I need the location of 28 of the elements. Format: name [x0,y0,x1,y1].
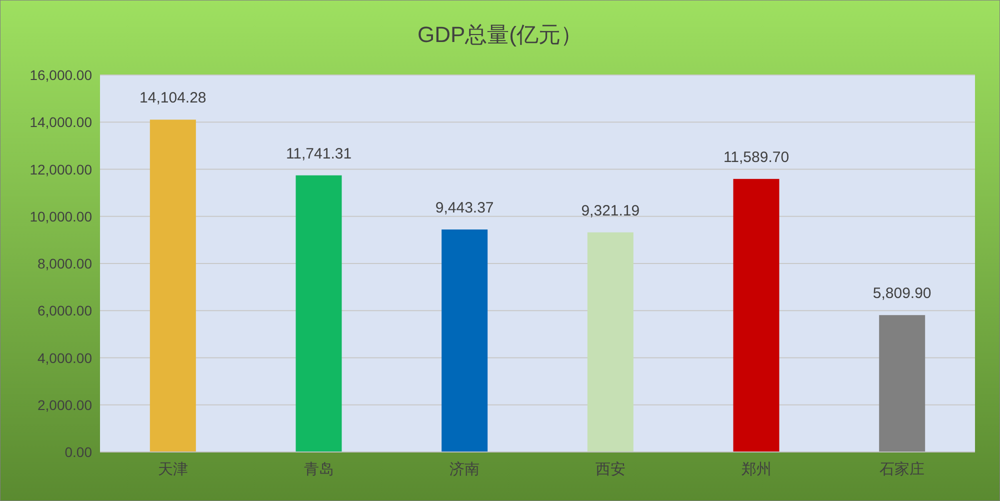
bar [587,232,634,452]
data-label: 9,443.37 [435,199,494,216]
bar [150,120,196,452]
y-tick-label: 16,000.00 [30,67,92,83]
x-tick-label: 济南 [450,461,480,478]
data-label: 14,104.28 [140,90,206,107]
y-tick-label: 4,000.00 [38,350,92,366]
data-label: 9,321.19 [581,202,640,220]
data-label: 11,589.70 [723,148,790,166]
y-tick-label: 2,000.00 [38,396,92,413]
chart-title: GDP总量(亿元） [418,22,582,47]
y-tick-label: 6,000.00 [38,302,92,319]
bar [296,175,342,452]
x-tick-label: 天津 [158,461,188,478]
bar [879,315,926,452]
bar [442,229,488,452]
bar [733,178,780,452]
x-tick-label: 石家庄 [880,461,925,478]
x-tick-label: 青岛 [304,461,334,478]
y-tick-label: 10,000.00 [30,208,92,224]
y-tick-label: 14,000.00 [30,114,92,130]
data-label: 11,741.31 [286,145,352,162]
y-tick-label: 0.00 [64,444,92,460]
y-tick-label: 8,000.00 [38,256,92,272]
data-label: 5,809.90 [872,285,932,302]
x-tick-label: 西安 [595,461,626,478]
y-tick-label: 12,000.00 [30,161,92,178]
x-tick-label: 郑州 [741,461,772,478]
